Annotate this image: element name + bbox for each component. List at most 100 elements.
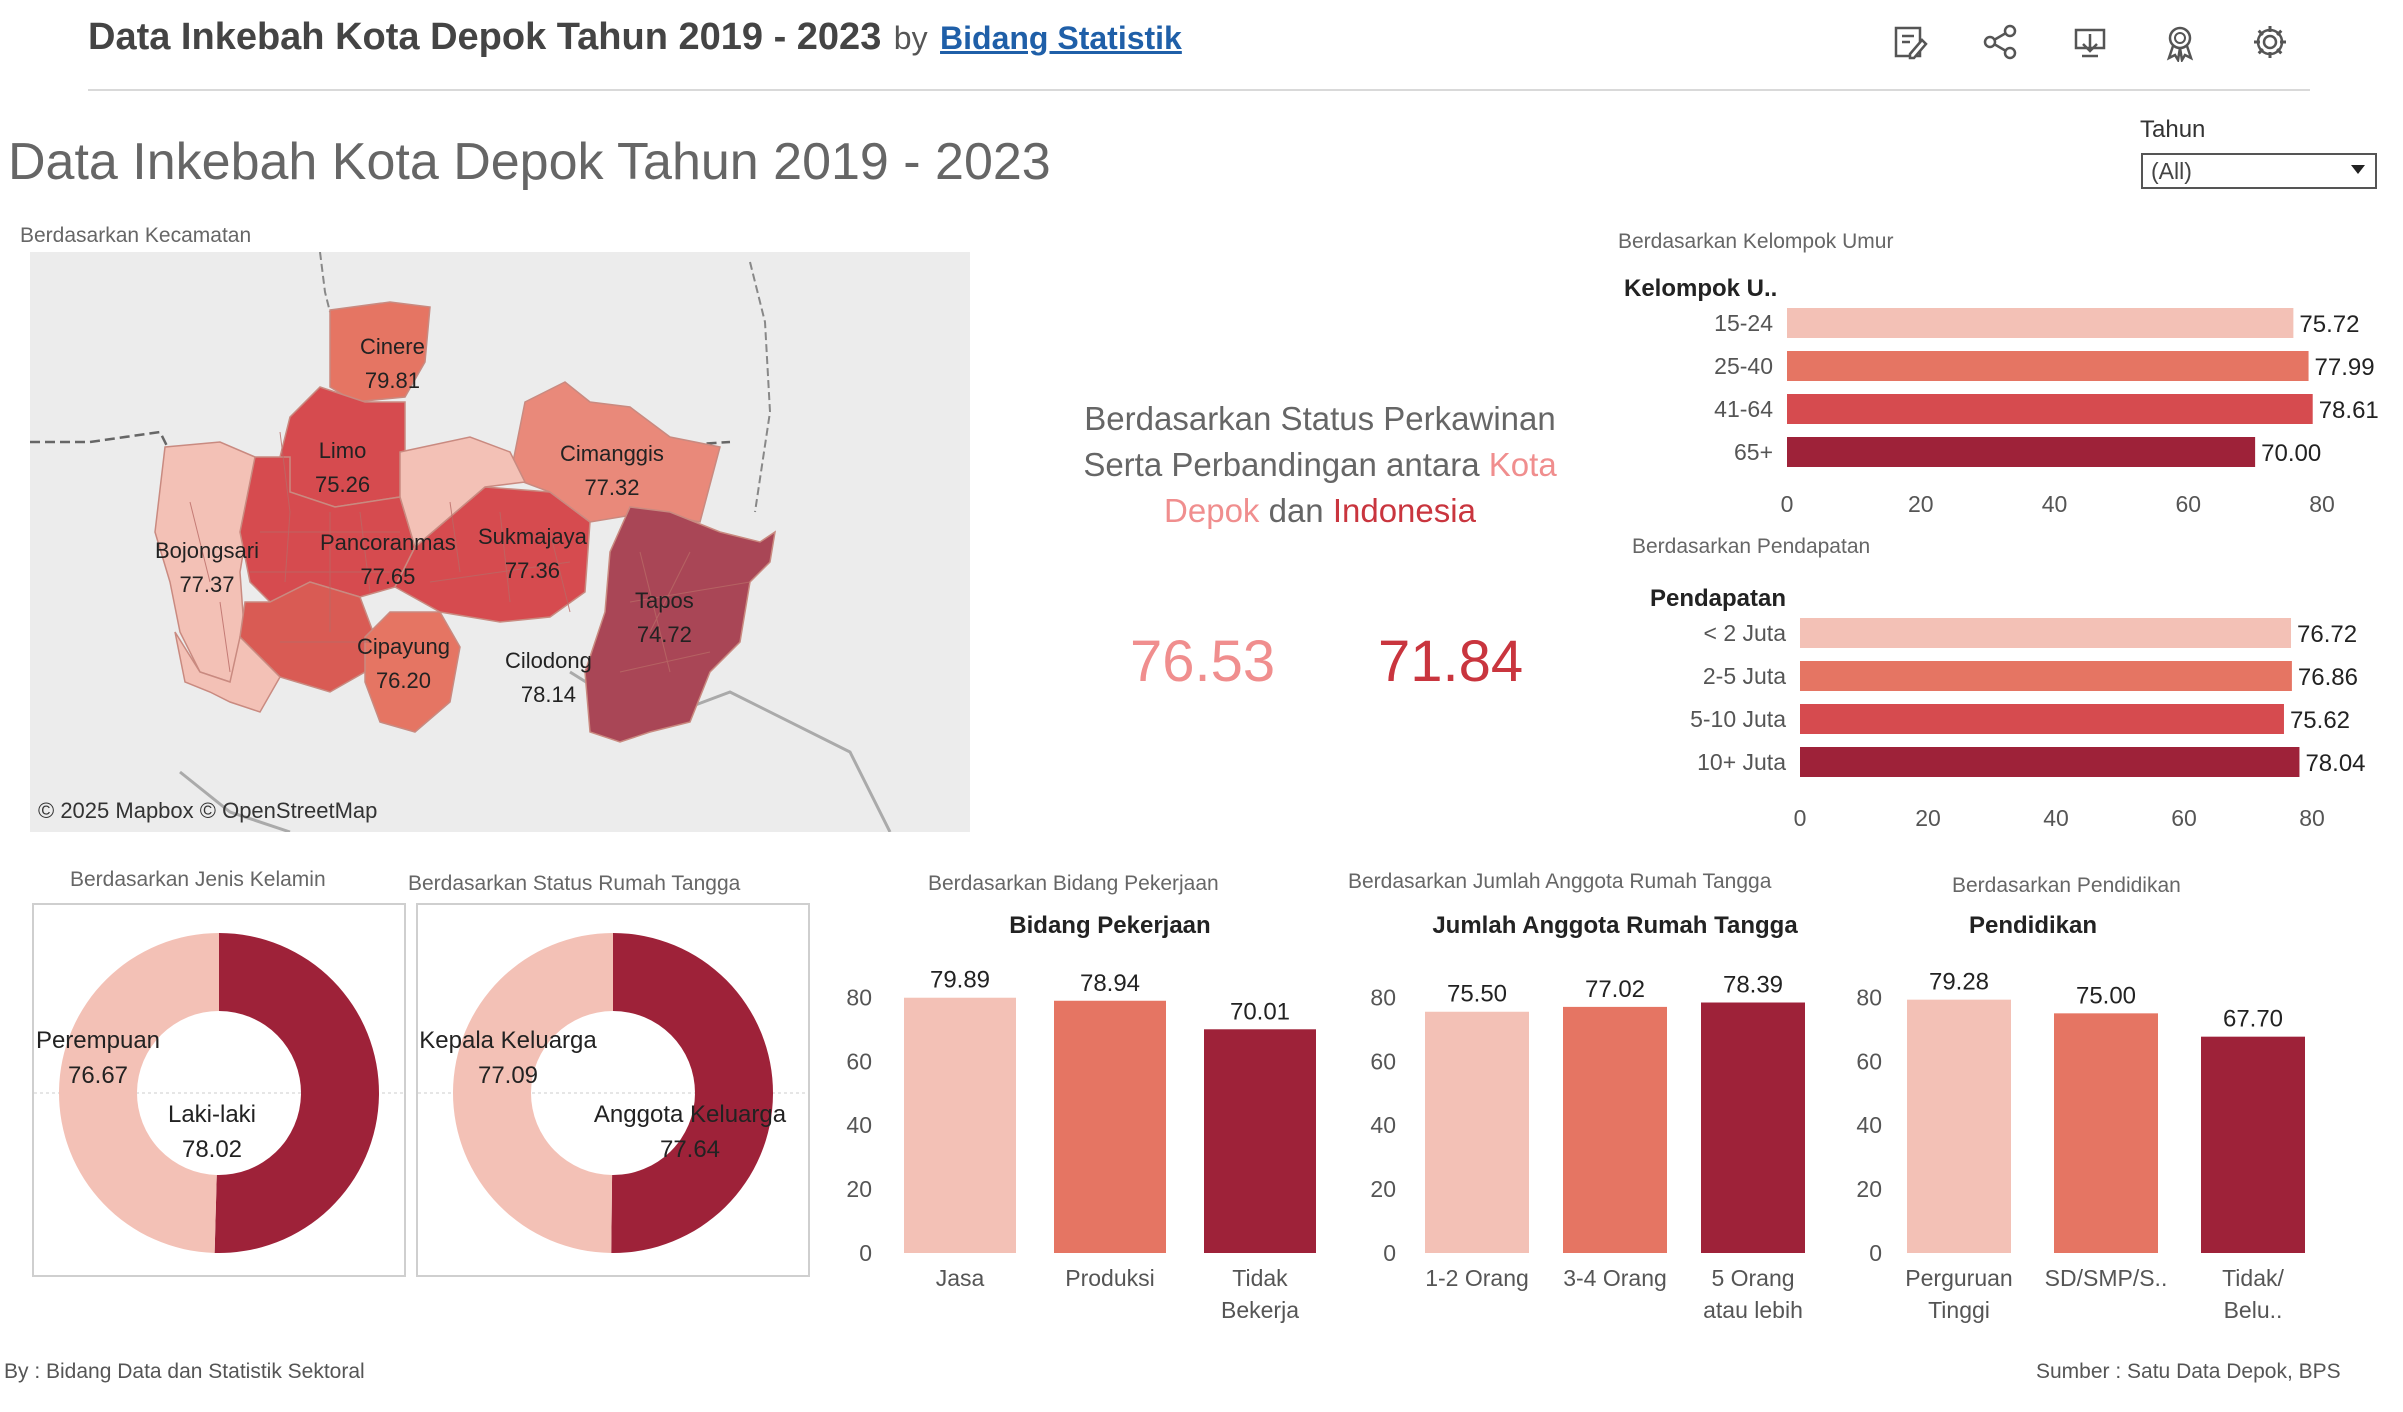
year-filter-select[interactable]: (All) <box>2141 153 2377 189</box>
kpi-depok-label: Depok <box>1164 492 1260 529</box>
job-section-title: Berdasarkan Bidang Pekerjaan <box>928 872 1219 895</box>
map-label-limo: Limo 75.26 <box>315 434 370 502</box>
tick-label: 0 <box>1781 491 1794 517</box>
bar[interactable] <box>1701 1002 1805 1253</box>
map-credit: © 2025 Mapbox © OpenStreetMap <box>38 798 378 823</box>
bar[interactable] <box>1800 618 2292 648</box>
kpi-dan: dan <box>1259 492 1333 529</box>
data-label: 76.72 <box>2297 621 2357 648</box>
bar[interactable] <box>1787 351 2309 381</box>
pie-slice[interactable] <box>452 933 613 1253</box>
district-value: 79.81 <box>364 368 420 393</box>
category-label: SD/SMP/S.. <box>2045 1265 2168 1291</box>
map-label-bojongsari: Bojongsari 77.37 <box>155 534 259 602</box>
tick-label: 20 <box>1915 805 1941 831</box>
income-section-title: Berdasarkan Pendapatan <box>1632 535 1871 558</box>
category-label: Tidak/ <box>2222 1265 2284 1291</box>
bar[interactable] <box>1787 308 2294 338</box>
kpi-kota-value: 76.53 <box>1130 629 1276 694</box>
kpi-indonesia-label: Indonesia <box>1332 492 1476 529</box>
chart-income: Pendapatan < 2 Juta 76.72 2-5 Juta 76.86 5-10… <box>1650 585 2366 831</box>
data-label: 78.94 <box>1080 970 1140 997</box>
tick-label: 80 <box>2309 491 2335 517</box>
bar[interactable] <box>1425 1011 1529 1253</box>
tick-label: 0 <box>1794 805 1807 831</box>
data-label: 75.50 <box>1447 981 1507 1008</box>
category-label: Tidak <box>1232 1265 1288 1291</box>
district-tapos[interactable] <box>584 506 777 743</box>
slice-label: Kepala Keluarga <box>419 1027 597 1054</box>
bar[interactable] <box>1787 394 2313 424</box>
author-link[interactable]: Bidang Statistik <box>940 20 1182 56</box>
category-label: 25-40 <box>1714 353 1773 379</box>
map-label-cipayung: Cipayung 76.20 <box>357 630 450 698</box>
district-sukmajaya[interactable] <box>394 486 591 623</box>
district-sawangan-west[interactable] <box>174 631 281 713</box>
bar[interactable] <box>1787 437 2256 467</box>
district-name: Sukmajaya <box>478 524 587 549</box>
bar[interactable] <box>2054 1013 2158 1253</box>
tick-label: 60 <box>2175 491 2201 517</box>
toolbar <box>1890 22 2290 66</box>
bar[interactable] <box>1800 747 2300 777</box>
footer-author: By : Bidang Data dan Statistik Sektoral <box>4 1360 365 1383</box>
district-cilodong[interactable] <box>364 611 461 733</box>
map-label-cilodong: Cilodong 78.14 <box>505 644 592 712</box>
district-cinere[interactable] <box>329 301 431 403</box>
data-label: 79.89 <box>930 967 990 994</box>
year-filter-label: Tahun <box>2140 116 2206 143</box>
pie-slice[interactable] <box>214 933 379 1253</box>
settings-icon[interactable] <box>2250 22 2290 62</box>
page-title: Data Inkebah Kota Depok Tahun 2019 - 202… <box>8 133 1051 191</box>
data-label: 75.00 <box>2076 982 2136 1009</box>
road-line <box>179 770 291 832</box>
slice-value: 76.67 <box>68 1062 128 1089</box>
bar[interactable] <box>1204 1029 1316 1253</box>
map-label-pancoranmas: Pancoranmas 77.65 <box>320 526 456 594</box>
data-label: 70.01 <box>1230 998 1290 1025</box>
kpi-kota-label: Kota <box>1488 446 1557 483</box>
data-label: 75.72 <box>2299 311 2359 338</box>
chart-gender: Perempuan 76.67 Laki-laki 78.02 <box>34 933 404 1253</box>
district-cimanggis[interactable] <box>509 381 721 523</box>
tick-label: 0 <box>859 1240 872 1266</box>
boundary-line <box>749 261 772 513</box>
bar[interactable] <box>1563 1006 1667 1253</box>
pie-slice[interactable] <box>58 933 219 1253</box>
tick-label: 40 <box>1370 1112 1396 1138</box>
category-label: 10+ Juta <box>1697 749 1786 775</box>
bar[interactable] <box>1054 1000 1166 1253</box>
tick-label: 20 <box>1908 491 1934 517</box>
award-icon[interactable] <box>2160 22 2200 62</box>
header-by: by <box>893 20 928 56</box>
tick-label: 20 <box>1370 1176 1396 1202</box>
tick-label: 40 <box>2042 491 2068 517</box>
bar[interactable] <box>1800 661 2292 691</box>
gender-section-title: Berdasarkan Jenis Kelamin <box>70 868 326 891</box>
category-label: 65+ <box>1734 439 1773 465</box>
bar[interactable] <box>2201 1036 2305 1253</box>
pie-slice[interactable] <box>611 933 773 1253</box>
district-value: 77.36 <box>504 558 560 583</box>
tick-label: 60 <box>2171 805 2197 831</box>
header-divider <box>88 89 2310 91</box>
district-value: 74.72 <box>636 622 692 647</box>
download-icon[interactable] <box>2070 22 2110 62</box>
chart-age: Kelompok U.. 15-24 75.72 25-40 77.99 41-64 78.… <box>1624 275 2379 517</box>
chart-household-status: Kepala Keluarga 77.09 Anggota Keluarga 77.6… <box>418 933 808 1253</box>
map-svg <box>30 252 892 832</box>
district-beji[interactable] <box>399 436 527 549</box>
bar[interactable] <box>1907 999 2011 1253</box>
edit-icon[interactable] <box>1890 22 1930 62</box>
district-value: 77.65 <box>360 564 416 589</box>
education-section-title: Berdasarkan Pendidikan <box>1952 874 2181 897</box>
bar[interactable] <box>1800 704 2284 734</box>
share-icon[interactable] <box>1980 22 2020 62</box>
data-label: 75.62 <box>2290 707 2350 734</box>
category-label: Jasa <box>936 1265 985 1291</box>
category-label: Bekerja <box>1221 1297 1299 1323</box>
bar[interactable] <box>904 997 1016 1253</box>
district-name: Cinere <box>360 334 425 359</box>
district-name: Limo <box>318 438 367 463</box>
district-map[interactable]: Cinere 79.81 Limo 75.26 Cimanggis 77.32 Boj… <box>30 252 970 832</box>
